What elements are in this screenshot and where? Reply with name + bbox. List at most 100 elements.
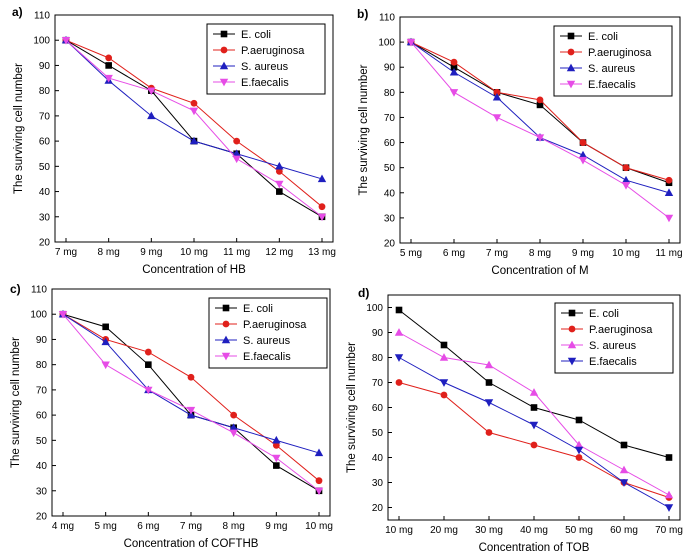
legend-label: S. aureus bbox=[243, 335, 291, 347]
x-tick-label: 60 mg bbox=[610, 525, 638, 536]
data-point bbox=[275, 167, 283, 175]
data-point bbox=[665, 454, 673, 461]
data-point bbox=[530, 404, 538, 411]
data-point bbox=[58, 311, 68, 319]
data-point bbox=[578, 156, 588, 165]
data-point bbox=[276, 188, 283, 195]
data-point bbox=[574, 446, 584, 455]
legend-label: E. coli bbox=[588, 31, 618, 43]
data-point bbox=[233, 137, 241, 145]
y-tick-label: 70 bbox=[372, 378, 384, 389]
data-point bbox=[493, 88, 501, 96]
y-tick-label: 80 bbox=[36, 360, 48, 371]
data-point bbox=[232, 149, 241, 157]
data-point bbox=[529, 421, 539, 430]
data-point bbox=[101, 337, 110, 346]
data-point bbox=[665, 176, 673, 184]
x-tick-label: 9 mg bbox=[140, 247, 162, 258]
data-point bbox=[147, 87, 156, 96]
data-point bbox=[536, 101, 544, 109]
y-tick-label: 40 bbox=[39, 187, 51, 198]
legend-marker bbox=[221, 352, 231, 361]
y-tick-label: 110 bbox=[31, 285, 47, 296]
y-axis-title: The surviving cell number bbox=[13, 63, 25, 194]
data-point bbox=[440, 341, 448, 349]
legend-label: E.faecalis bbox=[243, 351, 291, 363]
data-point bbox=[664, 188, 674, 196]
legend: E. coli P.aeruginosa S. aureus E.faecalis bbox=[554, 302, 674, 374]
series-1 bbox=[395, 306, 673, 461]
y-tick-label: 40 bbox=[372, 453, 384, 464]
x-tick-label: 30 mg bbox=[475, 525, 503, 536]
y-tick-label: 50 bbox=[39, 162, 51, 173]
series-4 bbox=[58, 311, 324, 496]
x-tick-label: 6 mg bbox=[137, 521, 159, 532]
data-point bbox=[529, 388, 539, 396]
legend-marker bbox=[567, 357, 577, 366]
legend-marker bbox=[567, 48, 575, 56]
data-point bbox=[105, 62, 112, 69]
data-point bbox=[664, 490, 674, 499]
chart-panel-1: 20 30 40 50 60 70 80 90 100 110 7 mg 8 mg 9 mg 10 mg 1… bbox=[12, 5, 336, 276]
x-tick-label: 10 mg bbox=[305, 521, 333, 532]
data-point bbox=[394, 354, 404, 362]
data-point bbox=[189, 136, 199, 145]
legend-marker bbox=[219, 61, 229, 70]
legend-label: E.faecalis bbox=[588, 79, 636, 91]
data-point bbox=[395, 379, 403, 386]
data-point bbox=[275, 180, 284, 189]
legend: E. coli P.aeruginosa S. aureus E.faecalis bbox=[208, 297, 328, 369]
y-tick-label: 70 bbox=[36, 385, 48, 396]
y-tick-label: 20 bbox=[36, 512, 48, 523]
data-point bbox=[578, 150, 588, 159]
legend: E. coli P.aeruginosa S. aureus E.faecalis bbox=[553, 25, 673, 97]
y-tick-label: 30 bbox=[39, 212, 51, 223]
y-tick-label: 70 bbox=[384, 113, 396, 124]
legend-marker bbox=[568, 325, 576, 333]
y-axis-title: The surviving cell number bbox=[358, 64, 370, 195]
y-axis-title: The surviving cell number bbox=[10, 337, 22, 468]
data-point bbox=[275, 161, 284, 170]
x-tick-label: 5 mg bbox=[400, 248, 422, 259]
x-tick-label: 6 mg bbox=[443, 248, 465, 259]
legend-marker bbox=[222, 304, 230, 312]
legend-label: S. aureus bbox=[241, 61, 289, 73]
data-point bbox=[318, 203, 326, 211]
series-line bbox=[398, 382, 670, 498]
x-axis-title: Concentration of HB bbox=[142, 264, 246, 276]
data-point bbox=[664, 504, 674, 512]
y-tick-label: 30 bbox=[372, 478, 384, 489]
y-tick-label: 50 bbox=[372, 428, 384, 439]
legend-marker bbox=[567, 32, 575, 40]
data-point bbox=[485, 379, 493, 386]
data-point bbox=[535, 134, 545, 142]
y-tick-label: 60 bbox=[39, 137, 51, 148]
y-tick-label: 100 bbox=[378, 38, 395, 49]
x-tick-label: 11 mg bbox=[223, 247, 250, 258]
x-tick-label: 8 mg bbox=[223, 521, 245, 532]
data-point bbox=[186, 410, 196, 419]
data-point bbox=[484, 360, 494, 369]
series-4 bbox=[406, 38, 674, 223]
y-tick-label: 50 bbox=[384, 163, 396, 174]
y-tick-label: 80 bbox=[39, 86, 51, 97]
data-point bbox=[272, 435, 281, 444]
y-tick-label: 90 bbox=[39, 61, 51, 72]
data-point bbox=[317, 213, 327, 222]
series-line bbox=[398, 357, 670, 508]
y-tick-label: 100 bbox=[30, 310, 47, 321]
data-point bbox=[619, 465, 629, 474]
y-tick-label: 110 bbox=[379, 13, 395, 24]
y-tick-label: 60 bbox=[36, 411, 48, 422]
legend-marker bbox=[220, 30, 228, 38]
x-tick-label: 10 mg bbox=[385, 525, 413, 536]
legend-marker bbox=[567, 340, 577, 349]
data-point bbox=[619, 479, 629, 487]
data-point bbox=[664, 214, 674, 223]
legend-label: S. aureus bbox=[589, 340, 637, 352]
data-point bbox=[530, 441, 538, 449]
data-point bbox=[145, 361, 152, 368]
data-point bbox=[229, 423, 238, 431]
data-point bbox=[230, 411, 238, 419]
